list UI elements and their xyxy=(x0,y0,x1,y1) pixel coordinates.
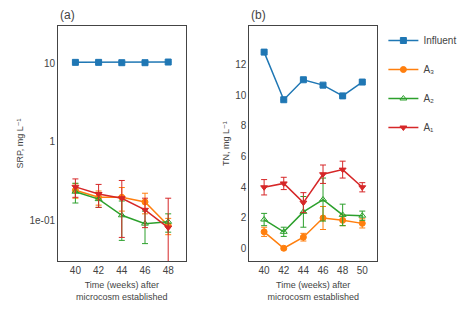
svg-text:48: 48 xyxy=(337,265,349,276)
svg-text:42: 42 xyxy=(278,265,290,276)
svg-text:Time (weeks) aftermicrocosm es: Time (weeks) aftermicrocosm established xyxy=(267,280,359,302)
svg-text:50: 50 xyxy=(357,265,369,276)
svg-text:4: 4 xyxy=(241,182,247,193)
svg-text:TN, mg L⁻¹: TN, mg L⁻¹ xyxy=(221,121,231,166)
svg-text:6: 6 xyxy=(241,151,247,162)
svg-text:A₁: A₁ xyxy=(423,122,434,133)
svg-text:44: 44 xyxy=(116,265,128,276)
svg-text:12: 12 xyxy=(235,59,247,70)
svg-text:40: 40 xyxy=(259,265,271,276)
svg-text:42: 42 xyxy=(93,265,105,276)
svg-text:10: 10 xyxy=(44,58,56,69)
svg-text:1e-01: 1e-01 xyxy=(29,215,55,226)
svg-text:1: 1 xyxy=(49,136,55,147)
svg-text:44: 44 xyxy=(298,265,310,276)
svg-text:Influent: Influent xyxy=(423,35,456,46)
svg-text:A₂: A₂ xyxy=(423,93,434,104)
svg-text:Time (weeks) aftermicrocosm es: Time (weeks) aftermicrocosm established xyxy=(76,280,168,302)
svg-text:(a): (a) xyxy=(60,8,75,22)
svg-text:A₃: A₃ xyxy=(423,64,434,75)
svg-text:0: 0 xyxy=(241,243,247,254)
svg-text:46: 46 xyxy=(317,265,329,276)
svg-text:(b): (b) xyxy=(251,8,266,22)
svg-text:2: 2 xyxy=(241,212,247,223)
svg-text:10: 10 xyxy=(235,90,247,101)
svg-text:8: 8 xyxy=(241,120,247,131)
svg-text:46: 46 xyxy=(139,265,151,276)
svg-text:40: 40 xyxy=(70,265,82,276)
svg-text:48: 48 xyxy=(163,265,175,276)
svg-text:SRP, mg L⁻¹: SRP, mg L⁻¹ xyxy=(15,118,25,168)
